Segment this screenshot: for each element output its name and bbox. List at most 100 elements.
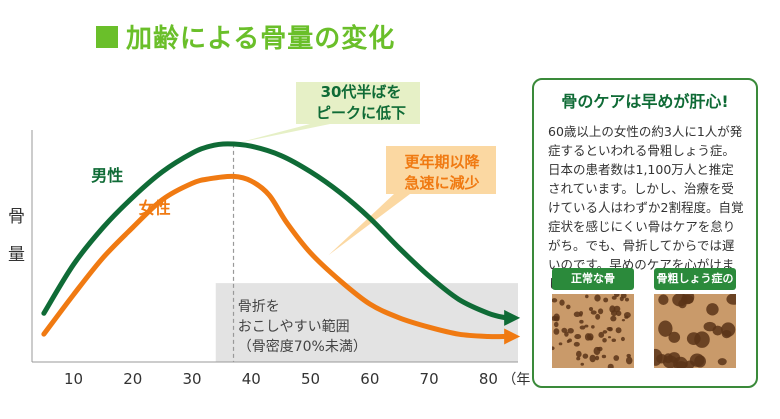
bone-pore bbox=[626, 353, 631, 358]
bone-pore bbox=[589, 354, 596, 363]
y-axis-label: 量 bbox=[8, 245, 25, 265]
bone-pore bbox=[579, 311, 584, 316]
bone-pore bbox=[658, 320, 673, 337]
bone-pore bbox=[553, 328, 560, 335]
bone-pore bbox=[552, 346, 555, 351]
bone-pore bbox=[564, 331, 569, 337]
bone-pore bbox=[590, 310, 597, 315]
bone-pore bbox=[595, 313, 601, 320]
bone-pore bbox=[721, 322, 736, 337]
bone-pore bbox=[607, 363, 614, 368]
bone-pore bbox=[579, 325, 586, 330]
bone-pore bbox=[694, 331, 710, 348]
normal-bone-label: 正常な骨 bbox=[552, 268, 634, 290]
bone-pore bbox=[595, 355, 600, 361]
side-panel-body: 60歳以上の女性の約3人に1人が発症するといわれる骨粗しょう症。日本の患者数は1… bbox=[548, 124, 744, 291]
bone-pore bbox=[726, 294, 736, 305]
bone-pore bbox=[579, 319, 584, 324]
side-panel: 骨のケアは早めが肝心! 60歳以上の女性の約3人に1人が発症するといわれる骨粗し… bbox=[532, 78, 758, 388]
bone-pore bbox=[559, 299, 565, 306]
bone-pore bbox=[552, 298, 558, 303]
bone-pore bbox=[607, 336, 612, 339]
title-block: 加齢による骨量の変化 bbox=[96, 18, 395, 55]
bone-pore bbox=[717, 358, 727, 366]
bone-pore bbox=[574, 334, 582, 340]
bone-pore bbox=[610, 310, 618, 317]
x-tick-label: 70 bbox=[420, 370, 439, 388]
risk-zone-label: 骨折をおこしやすい範囲（骨密度70%未満） bbox=[238, 299, 367, 355]
bone-pore bbox=[585, 294, 589, 299]
callout-line: 更年期以降 bbox=[404, 153, 480, 171]
bone-pore bbox=[623, 311, 631, 318]
bone-pore bbox=[573, 341, 580, 347]
bone-pore bbox=[611, 295, 617, 300]
bone-pore bbox=[589, 336, 593, 341]
female-series-label: 女性 bbox=[139, 199, 171, 218]
bone-pore bbox=[658, 294, 669, 305]
callout-line: 30代半ばを bbox=[320, 83, 402, 101]
bone-pore bbox=[662, 355, 678, 368]
normal-bone-image bbox=[552, 294, 634, 368]
bone-pore bbox=[625, 356, 633, 365]
bone-pore bbox=[568, 338, 572, 343]
bone-pore bbox=[619, 296, 624, 302]
bone-pore bbox=[553, 313, 560, 321]
bone-pore bbox=[712, 325, 723, 336]
bone-pore bbox=[567, 327, 574, 334]
x-tick-label: 20 bbox=[123, 370, 142, 388]
bone-pore bbox=[588, 307, 594, 312]
bone-pore bbox=[584, 324, 589, 328]
bone-pore bbox=[601, 354, 607, 359]
bone-pore bbox=[675, 361, 687, 368]
bone-pore bbox=[591, 325, 595, 329]
y-axis-label: 骨 bbox=[8, 207, 25, 227]
bone-pore bbox=[611, 338, 617, 343]
bone-pore bbox=[566, 304, 571, 310]
x-tick-label: 10 bbox=[64, 370, 83, 388]
menopause-callout-bubble bbox=[328, 146, 496, 256]
bone-pore bbox=[613, 355, 620, 361]
bone-pore bbox=[681, 294, 694, 305]
bone-pore bbox=[610, 315, 617, 322]
bone-pore bbox=[598, 308, 604, 315]
callout-line: ピークに低下 bbox=[315, 104, 406, 122]
bone-pore bbox=[624, 297, 630, 302]
x-tick-label: 50 bbox=[301, 370, 320, 388]
bone-pore bbox=[620, 336, 625, 342]
x-tick-label: 80 bbox=[479, 370, 498, 388]
bone-pore bbox=[706, 303, 719, 316]
bone-pore bbox=[621, 318, 626, 322]
female-arrowhead bbox=[504, 328, 521, 345]
bone-pore bbox=[615, 327, 622, 334]
bone-pore bbox=[598, 331, 605, 338]
x-tick-label: 30 bbox=[182, 370, 201, 388]
peak-callout: 30代半ばを ピークに低下 bbox=[300, 78, 422, 126]
peak-callout-bubble bbox=[237, 82, 420, 143]
x-tick-label: 40 bbox=[242, 370, 261, 388]
bone-pore bbox=[602, 330, 608, 334]
bone-pore bbox=[579, 314, 583, 317]
bone-pore bbox=[668, 331, 681, 343]
bone-pore bbox=[576, 356, 581, 361]
bone-pore bbox=[615, 310, 622, 317]
bone-pore bbox=[596, 346, 601, 351]
bone-pore bbox=[606, 326, 613, 331]
menopause-callout: 更年期以降急速に減少 bbox=[388, 148, 496, 198]
bone-pore bbox=[602, 337, 607, 343]
bone-pore bbox=[689, 353, 705, 367]
risk-zone bbox=[215, 283, 519, 362]
female-series-line bbox=[41, 173, 509, 340]
x-axis-label: （年齢） bbox=[502, 372, 530, 388]
male-arrowhead bbox=[504, 309, 521, 326]
osteoporosis-bone-label: 骨粗しょう症の骨 bbox=[654, 268, 736, 307]
bone-pore bbox=[603, 297, 609, 303]
bone-pore bbox=[594, 294, 601, 302]
bone-pore bbox=[582, 353, 589, 359]
bone-pore bbox=[580, 362, 585, 366]
bone-pore bbox=[573, 311, 581, 318]
bone-pore bbox=[553, 321, 559, 328]
title-square-icon bbox=[96, 25, 118, 48]
side-panel-title: 骨のケアは早めが肝心! bbox=[561, 92, 729, 111]
callout-line: 急速に減少 bbox=[404, 174, 480, 192]
male-series-label: 男性 bbox=[91, 166, 123, 185]
